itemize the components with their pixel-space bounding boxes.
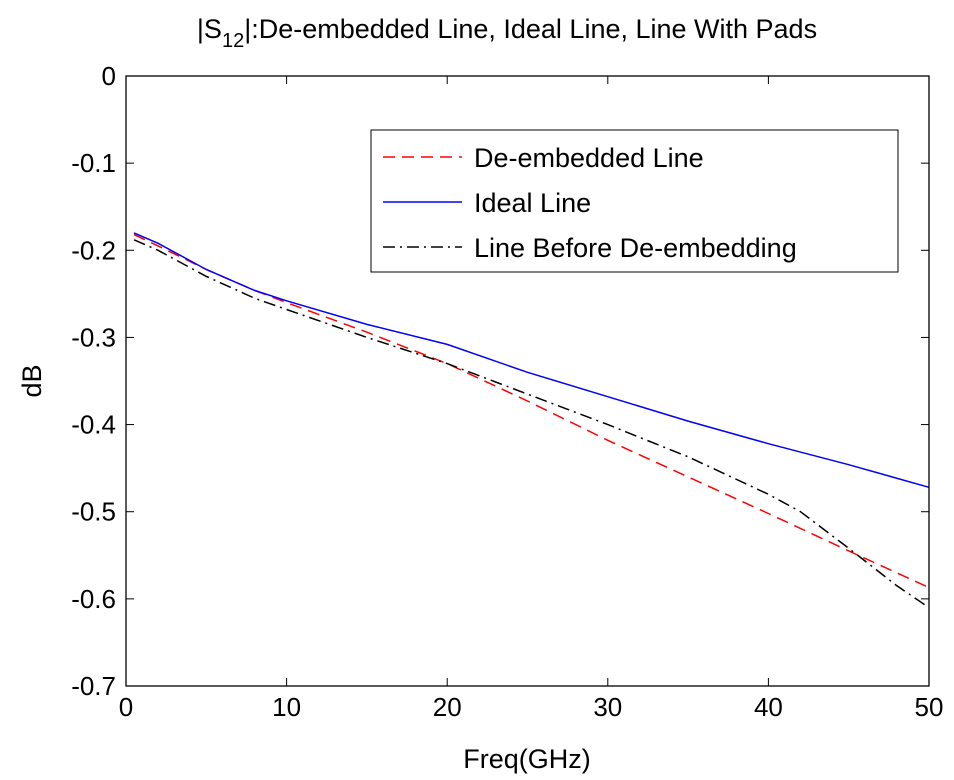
x-tick-label: 0 bbox=[119, 692, 133, 722]
axes-frame bbox=[125, 75, 930, 687]
axes bbox=[125, 75, 930, 687]
legend-label-3: Line Before De-embedding bbox=[474, 233, 797, 263]
chart-title: |S12|:De-embedded Line, Ideal Line, Line… bbox=[197, 14, 817, 52]
x-tick-label: 50 bbox=[915, 692, 944, 722]
y-tick-label: -0.6 bbox=[71, 584, 116, 614]
y-tick-label: -0.7 bbox=[71, 671, 116, 701]
series-line-3 bbox=[133, 239, 930, 609]
chart-title-suffix: |:De-embedded Line, Ideal Line, Line Wit… bbox=[244, 14, 817, 44]
y-axis-label: dB bbox=[17, 364, 47, 397]
legend-box bbox=[370, 129, 899, 273]
legend-label-1: De-embedded Line bbox=[474, 143, 704, 173]
y-tick-label: -0.4 bbox=[71, 410, 116, 440]
series-line-2 bbox=[133, 232, 930, 489]
x-tick-label: 10 bbox=[272, 692, 301, 722]
y-tick-label: 0 bbox=[102, 61, 116, 91]
legend: De-embedded Line Ideal Line Line Before De… bbox=[370, 129, 899, 273]
y-tick-label: -0.2 bbox=[71, 235, 116, 265]
ticks: 0 10 20 30 40 50 0 -0.1 -0.2 -0.3 -0.4 -0.5 -0.6 -0.7 bbox=[71, 61, 943, 722]
x-axis-label: Freq(GHz) bbox=[463, 744, 591, 774]
x-tick-label: 40 bbox=[754, 692, 783, 722]
chart-title-prefix: |S bbox=[197, 14, 222, 44]
x-tick-label: 30 bbox=[593, 692, 622, 722]
y-tick-label: -0.5 bbox=[71, 497, 116, 527]
chart-title-subscript: 12 bbox=[222, 30, 244, 52]
y-tick-label: -0.3 bbox=[71, 322, 116, 352]
legend-label-2: Ideal Line bbox=[474, 188, 591, 218]
x-tick-label: 20 bbox=[433, 692, 462, 722]
y-tick-label: -0.1 bbox=[71, 148, 116, 178]
plot-lines bbox=[133, 232, 930, 609]
